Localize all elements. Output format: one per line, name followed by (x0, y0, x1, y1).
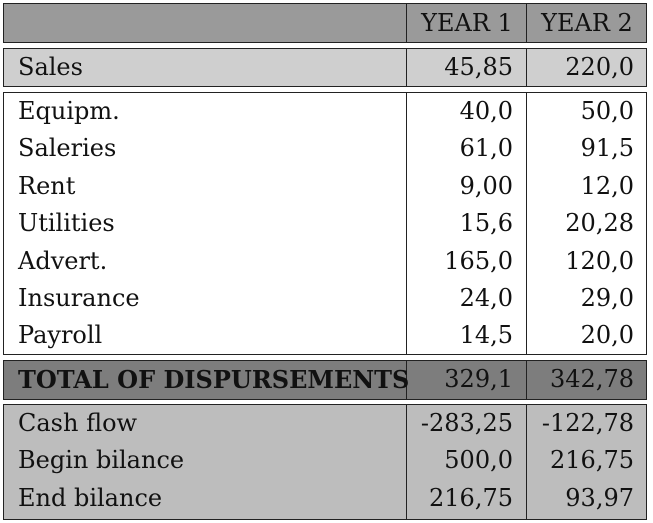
summary-row: Cash flow -283,25 -122,78 (4, 405, 646, 442)
row-label: Saleries (18, 134, 117, 163)
year2-header: YEAR 2 (541, 9, 633, 37)
expense-row: Insurance 24,0 29,0 (4, 280, 646, 317)
row-year1: 15,6 (459, 209, 513, 238)
header-row: YEAR 1 YEAR 2 (3, 3, 647, 43)
total-year1: 329,1 (444, 365, 513, 393)
total-label: TOTAL OF DISPURSEMENTS (18, 365, 410, 394)
expenses-block: Equipm. 40,0 50,0 Saleries 61,0 91,5 Rent 9,00 1… (3, 92, 647, 355)
row-year2: 29,0 (580, 284, 634, 312)
sales-year1: 45,85 (444, 53, 513, 81)
expense-row: Equipm. 40,0 50,0 (4, 93, 646, 130)
row-year1: 216,75 (429, 483, 513, 512)
summary-block: Cash flow -283,25 -122,78 Begin bilance 500,… (3, 404, 647, 520)
year1-header: YEAR 1 (421, 9, 513, 37)
row-year1: 40,0 (459, 97, 513, 125)
row-label: End bilance (18, 483, 163, 512)
row-label: Equipm. (18, 97, 120, 125)
expense-row: Advert. 165,0 120,0 (4, 243, 646, 280)
row-year1: 9,00 (459, 171, 513, 200)
row-year1: 61,0 (459, 134, 513, 163)
row-label: Advert. (18, 246, 108, 275)
row-year1: 500,0 (444, 446, 513, 475)
row-year2: 20,28 (565, 209, 634, 238)
row-year2: -122,78 (541, 409, 634, 437)
row-label: Payroll (18, 321, 103, 350)
row-year2: 50,0 (580, 97, 634, 125)
expense-row: Utilities 15,6 20,28 (4, 205, 646, 242)
sales-year2: 220,0 (565, 53, 634, 81)
summary-row: Begin bilance 500,0 216,75 (4, 442, 646, 479)
row-label: Insurance (18, 284, 140, 312)
total-row: TOTAL OF DISPURSEMENTS 329,1 342,78 (3, 360, 647, 400)
summary-row: End bilance 216,75 93,97 (4, 480, 646, 517)
total-year2: 342,78 (550, 365, 634, 393)
row-year1: 24,0 (459, 284, 513, 312)
row-year1: 14,5 (459, 321, 513, 350)
row-label: Cash flow (18, 409, 138, 437)
row-year1: -283,25 (420, 409, 513, 437)
row-year2: 91,5 (580, 134, 634, 163)
row-label: Rent (18, 171, 76, 200)
row-label: Begin bilance (18, 446, 185, 475)
sales-label: Sales (18, 53, 83, 81)
row-year1: 165,0 (444, 246, 513, 275)
row-year2: 120,0 (565, 246, 634, 275)
expense-row: Payroll 14,5 20,0 (4, 317, 646, 354)
row-year2: 216,75 (550, 446, 634, 475)
row-year2: 93,97 (565, 483, 634, 512)
expense-row: Rent 9,00 12,0 (4, 168, 646, 205)
row-year2: 20,0 (580, 321, 634, 350)
row-label: Utilities (18, 209, 115, 238)
sales-row: Sales 45,85 220,0 (3, 48, 647, 87)
expense-row: Saleries 61,0 91,5 (4, 130, 646, 167)
row-year2: 12,0 (580, 171, 634, 200)
